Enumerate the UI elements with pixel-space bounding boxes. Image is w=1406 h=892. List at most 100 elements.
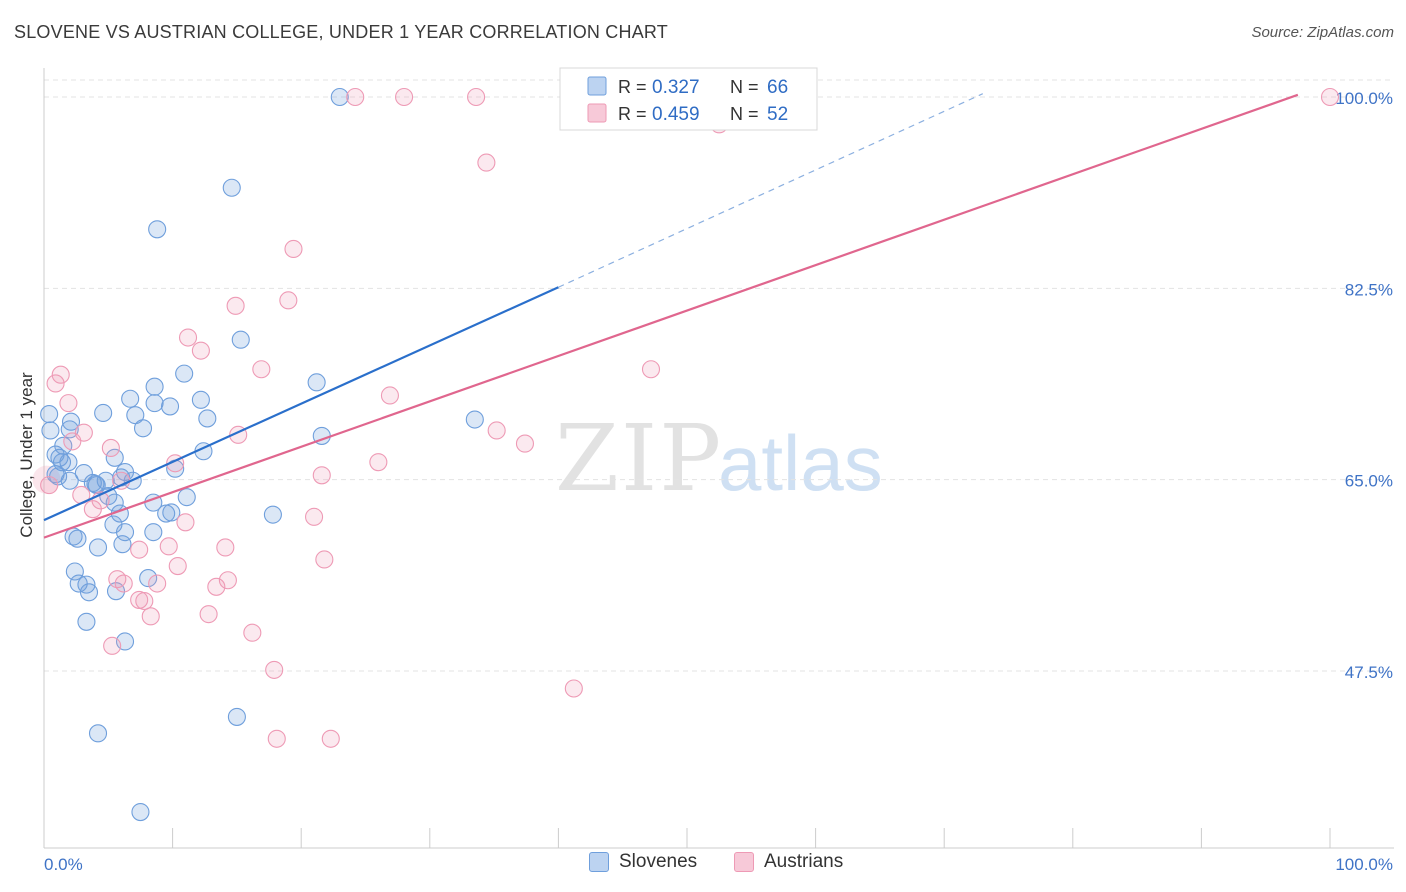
legend-r-label-1: R = — [618, 104, 647, 124]
austrians-point — [40, 476, 59, 495]
austrians-point — [83, 500, 102, 519]
slovenes-point — [88, 724, 108, 743]
slovenes-point — [231, 330, 250, 349]
slovenes-point — [131, 802, 150, 822]
slovenes-point — [60, 420, 79, 439]
slovenes-point — [50, 448, 69, 467]
austrians-point — [141, 607, 160, 626]
austrians-point — [279, 291, 298, 310]
austrians-point — [369, 453, 388, 472]
legend-n-value-1: 52 — [767, 104, 788, 125]
austrians-point — [148, 574, 167, 593]
austrians-point — [267, 729, 286, 748]
slovenes-trend-line — [43, 286, 559, 522]
slovenes-point — [144, 523, 163, 542]
slovenes-point — [41, 421, 60, 440]
legend-n-label-0: N = — [730, 77, 759, 97]
austrians-trend-line — [43, 93, 1299, 539]
slovenes-point — [133, 419, 153, 438]
slovenes-point — [65, 562, 84, 581]
slovenes-point — [465, 410, 484, 429]
austrians-point — [252, 360, 271, 379]
slovenes-point — [227, 707, 246, 726]
slovenes-point — [77, 612, 96, 631]
slovenes-trend-extension — [558, 93, 984, 288]
austrians-point — [46, 374, 65, 393]
austrians-point — [477, 153, 496, 172]
austrians-point — [284, 239, 303, 259]
slovenes-point — [160, 397, 180, 416]
austrians-point — [159, 537, 178, 556]
austrians-point — [114, 574, 133, 593]
legend-swatch-icon-0 — [587, 76, 607, 96]
slovenes-point — [74, 464, 93, 483]
austrians-point — [564, 679, 583, 698]
austrians-point — [59, 394, 78, 413]
legend-r-value-0: 0.327 — [652, 77, 700, 98]
slovenes-point — [307, 373, 326, 392]
legend-n-value-0: 66 — [767, 77, 788, 98]
austrians-point — [178, 328, 198, 347]
slovenes-point — [87, 476, 106, 495]
slovenes-point — [162, 503, 181, 522]
austrians-point — [207, 577, 226, 596]
chart-title: SLOVENE VS AUSTRIAN COLLEGE, UNDER 1 YEA… — [14, 22, 668, 42]
austrians-point — [515, 434, 535, 453]
chart-source: Source: ZipAtlas.com — [1251, 24, 1394, 41]
austrians-point — [305, 507, 324, 526]
austrians-point — [51, 365, 70, 384]
austrians-point — [216, 538, 235, 557]
slovenes-point — [191, 390, 210, 409]
y-tick-label-2: 65.0% — [1345, 472, 1393, 491]
legend-r-value-1: 0.459 — [652, 104, 700, 125]
slovenes-point — [121, 389, 140, 408]
slovenes-swatch-icon — [589, 852, 609, 872]
austrians-point — [380, 386, 399, 405]
slovenes-point — [263, 505, 282, 524]
austrians-point — [346, 87, 365, 107]
austrians-point — [265, 660, 284, 679]
slovenes-point — [61, 412, 81, 431]
legend-item-slovenes[interactable]: Slovenes — [589, 851, 697, 873]
y-tick-label-0: 100.0% — [1335, 89, 1393, 108]
austrians-point — [487, 421, 506, 440]
austrians-point — [1320, 87, 1340, 107]
bottom-legend: Slovenes Austrians — [0, 851, 1406, 877]
slovenes-point — [113, 535, 132, 554]
watermark-zip: ZIP — [555, 405, 723, 512]
slovenes-point — [105, 493, 124, 512]
austrians-point — [321, 729, 340, 748]
x-tick-label-right: 100.0% — [1335, 855, 1393, 874]
austrians-point — [63, 432, 82, 451]
slovenes-point — [198, 409, 217, 428]
austrians-point — [168, 556, 187, 576]
austrians-point — [243, 623, 262, 642]
y-tick-label-3: 47.5% — [1345, 663, 1393, 682]
legend-label-austrians: Austrians — [764, 851, 844, 872]
slovenes-point — [105, 448, 124, 467]
austrians-point — [191, 341, 210, 360]
austrians-point — [101, 438, 120, 458]
slovenes-point — [115, 523, 135, 542]
austrians-point — [315, 550, 334, 569]
austrians-point — [218, 571, 237, 590]
austrians-point — [226, 296, 245, 315]
slovenes-point — [68, 529, 87, 548]
slovenes-point — [145, 377, 164, 396]
legend-item-austrians[interactable]: Austrians — [734, 851, 843, 873]
slovenes-point — [175, 364, 194, 383]
watermark-atlas: atlas — [718, 419, 883, 507]
austrians-point — [135, 591, 154, 611]
slovenes-point — [59, 453, 78, 472]
slovenes-point — [148, 220, 167, 239]
slovenes-point — [177, 488, 196, 507]
austrians-point — [176, 513, 195, 532]
cluster-marker — [32, 465, 61, 494]
slovenes-point — [145, 394, 164, 413]
y-tick-label-1: 82.5% — [1345, 280, 1393, 299]
slovenes-point — [94, 403, 113, 423]
slovenes-point — [88, 538, 108, 557]
legend-n-label-1: N = — [730, 104, 759, 124]
austrians-swatch-icon — [734, 852, 754, 872]
